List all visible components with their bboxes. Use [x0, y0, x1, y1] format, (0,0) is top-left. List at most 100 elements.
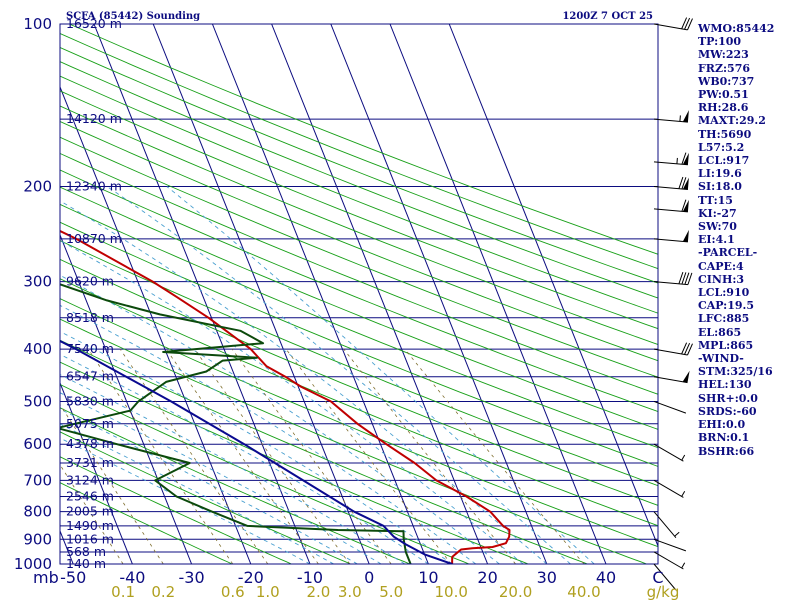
index-entry: LCL:917: [698, 154, 750, 168]
index-entry: CAP:19.5: [698, 299, 755, 313]
height-label: 9620 m: [66, 274, 114, 289]
index-entry: SRDS:-60: [698, 404, 757, 418]
isotherm: [271, 24, 489, 564]
height-label: 8518 m: [66, 310, 114, 325]
temperature-tick-label: -50: [60, 568, 86, 587]
height-label: 12340 m: [66, 179, 122, 194]
celsius-unit-label: C: [652, 568, 663, 587]
mixing-ratio-line: [194, 348, 351, 564]
dry-adiabat: [60, 75, 658, 314]
height-label: 10870 m: [66, 231, 122, 246]
temperature-tick-label: 30: [537, 568, 557, 587]
wind-barb: [653, 152, 689, 166]
pressure-tick-label: 600: [23, 435, 52, 453]
index-entry: -WIND-: [698, 352, 744, 366]
dry-adiabat: [60, 152, 658, 395]
temperature-tick-label: -20: [238, 568, 264, 587]
height-label: 5075 m: [66, 416, 114, 431]
index-entry: RH:28.6: [698, 101, 749, 115]
dry-adiabat: [60, 90, 658, 330]
height-label: 3731 m: [66, 455, 114, 470]
pressure-tick-label: 700: [23, 471, 52, 489]
index-entry: EHI:0.0: [698, 418, 746, 432]
dewpoint-trace: [60, 283, 412, 564]
pressure-tick-label: 200: [23, 178, 52, 196]
mixing-ratio-tick-label: 0.2: [151, 583, 175, 600]
wind-barb: [653, 479, 686, 498]
dry-adiabat: [60, 240, 658, 487]
index-entry: TP:100: [698, 35, 742, 49]
dry-adiabat: [60, 384, 470, 564]
isotherm: [152, 24, 370, 564]
index-entry: FRZ:576: [698, 61, 751, 75]
mixing-ratio-line: [87, 348, 234, 564]
mixing-ratio-tick-label: 10.0: [434, 583, 467, 600]
moist-adiabat: [60, 240, 524, 564]
mixing-ratio-line: [60, 403, 164, 564]
index-entry: WB0:737: [698, 74, 755, 88]
index-entry: KI:-27: [698, 206, 737, 220]
wind-barb: [653, 271, 693, 286]
wind-barb: [653, 229, 689, 243]
temperature-tick-label: 20: [477, 568, 497, 587]
pressure-tick-label: 300: [23, 273, 52, 291]
dry-adiabat: [60, 203, 658, 449]
pressure-tick-label: 1000: [14, 555, 52, 573]
isotherm: [60, 85, 252, 564]
dry-adiabat: [60, 169, 658, 413]
height-label: 4378 m: [66, 436, 114, 451]
index-entry: BSHR:66: [698, 444, 755, 458]
temperature-tick-label: -10: [297, 568, 323, 587]
mixing-ratio-line: [285, 348, 452, 564]
pressure-tick-label: 500: [23, 392, 52, 410]
dry-adiabat: [60, 278, 658, 527]
mixing-ratio-line: [165, 348, 319, 564]
temperature-tick-label: -30: [179, 568, 205, 587]
moist-adiabat: [60, 392, 382, 564]
mixing-ratio-tick-label: 3.0: [338, 583, 362, 600]
index-entry: BRN:0.1: [698, 431, 750, 445]
mixing-ratio-tick-label: 20.0: [499, 583, 532, 600]
height-label: 1016 m: [66, 531, 114, 546]
index-entry: HEL:130: [698, 378, 752, 392]
wind-barb: [653, 563, 677, 591]
index-entry: MAXT:29.2: [698, 114, 766, 128]
mixing-ratio-tick-label: 1.0: [256, 583, 280, 600]
height-label: 140 m: [66, 556, 106, 571]
mixing-ratio-line: [343, 348, 516, 564]
wind-barb: [653, 538, 687, 552]
temperature-tick-label: 10: [418, 568, 438, 587]
index-entry: PW:0.51: [698, 88, 749, 102]
mixing-ratio-tick-label: 40.0: [567, 583, 600, 600]
wind-barb: [653, 176, 689, 190]
index-entry: MPL:865: [698, 338, 754, 352]
moist-adiabat: [60, 304, 477, 564]
wind-barb: [653, 511, 680, 539]
height-label: 1490 m: [66, 518, 114, 533]
gkg-unit-label: g/kg: [647, 583, 680, 600]
height-label: 2546 m: [66, 489, 114, 504]
isotherm: [60, 233, 193, 564]
moist-adiabat: [106, 186, 571, 564]
wind-barb: [653, 342, 693, 356]
pressure-tick-label: 800: [23, 503, 52, 521]
index-entry: MW:223: [698, 48, 749, 62]
index-entry: LCL:910: [698, 286, 750, 300]
height-label: 7540 m: [66, 341, 114, 356]
pressure-tick-label: 100: [23, 15, 52, 33]
height-label: 2005 m: [66, 504, 114, 519]
mixing-ratio-line: [404, 348, 585, 564]
temperature-tick-label: 40: [596, 568, 616, 587]
index-entry: EL:865: [698, 325, 742, 339]
isotherm: [448, 24, 658, 548]
moist-adiabat: [60, 437, 311, 564]
mb-label: mb: [33, 568, 59, 587]
index-entry: -PARCEL-: [698, 246, 758, 260]
temperature-trace: [60, 229, 511, 564]
dry-adiabat: [60, 136, 658, 378]
parcel-trace: [60, 339, 453, 564]
index-entry: L57:5.2: [698, 140, 745, 154]
dry-adiabat: [60, 32, 658, 270]
chart-title: SCFA (85442) Sounding: [66, 11, 200, 22]
mixing-ratio-line: [231, 348, 392, 564]
